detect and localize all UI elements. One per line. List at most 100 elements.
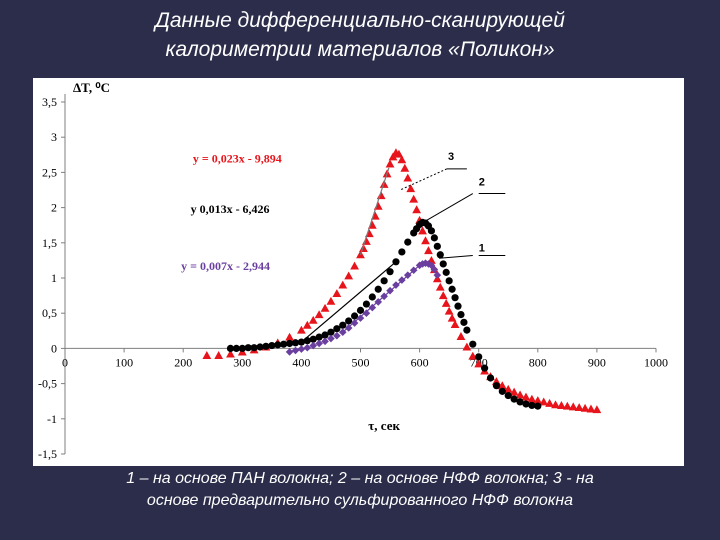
x-tick-label: 500 xyxy=(352,355,370,369)
data-point xyxy=(418,226,427,235)
data-point xyxy=(586,404,596,413)
trendline xyxy=(301,261,397,343)
y-tick-label: 0 xyxy=(51,341,57,355)
data-point xyxy=(463,326,471,334)
data-point xyxy=(497,381,507,390)
data-point xyxy=(533,396,543,405)
trendline-equation: y = 0,023x - 9,894 xyxy=(193,151,282,165)
data-point xyxy=(268,341,276,350)
data-point xyxy=(435,282,445,291)
y-tick-label: -0,5 xyxy=(38,377,57,391)
data-point xyxy=(250,344,258,352)
data-point xyxy=(528,401,536,410)
data-point xyxy=(462,342,472,351)
data-point xyxy=(492,382,501,390)
series-leader-line xyxy=(426,193,474,221)
data-point xyxy=(539,397,549,406)
data-point xyxy=(380,277,388,285)
data-point xyxy=(214,351,224,359)
y-tick-label: 2,5 xyxy=(42,165,57,179)
x-tick-label: 200 xyxy=(174,355,192,369)
data-point xyxy=(481,364,489,372)
x-tick-label: 0 xyxy=(62,355,68,369)
slide-title: Данные дифференциально-сканирующей калор… xyxy=(60,6,660,64)
y-axis-label: ΔT, ⁰C xyxy=(73,80,110,95)
data-point xyxy=(256,343,264,351)
data-point xyxy=(291,346,300,355)
data-point xyxy=(356,306,365,314)
data-point xyxy=(521,392,531,401)
data-point xyxy=(291,339,300,347)
data-point xyxy=(285,348,294,356)
data-point xyxy=(321,331,329,339)
caption-line2: основе предварительно сульфированного НФ… xyxy=(146,492,574,509)
data-point xyxy=(297,345,306,353)
data-point xyxy=(551,400,560,409)
series-number-label: 2 xyxy=(479,176,485,188)
data-point xyxy=(339,321,347,329)
data-point xyxy=(438,291,448,300)
data-point xyxy=(568,402,578,411)
data-point xyxy=(202,351,212,359)
data-point xyxy=(424,260,433,268)
data-point xyxy=(226,344,235,352)
data-point xyxy=(280,340,288,348)
data-point xyxy=(332,289,342,298)
data-point xyxy=(433,271,442,279)
data-point xyxy=(385,159,395,168)
data-point xyxy=(527,394,537,403)
x-tick-label: 600 xyxy=(411,355,429,369)
data-point xyxy=(469,340,477,348)
data-point xyxy=(580,403,590,412)
data-point xyxy=(430,234,438,242)
y-tick-label: 1,5 xyxy=(42,236,57,250)
chart-panel: -1,5 -1 -0,5 0 0,5 1 1,5 2 2,5 3 3,5 0 100 200 300 400 5… xyxy=(33,78,684,466)
data-point xyxy=(315,333,323,341)
y-tick-label: -1,5 xyxy=(38,447,57,461)
data-point xyxy=(368,293,376,301)
data-point xyxy=(436,251,444,259)
trendline xyxy=(359,167,390,255)
x-tick-label: 300 xyxy=(233,355,251,369)
data-point xyxy=(333,331,341,340)
data-point xyxy=(374,285,382,293)
data-point xyxy=(475,353,483,361)
data-point xyxy=(421,236,430,245)
y-tick-label: 3,5 xyxy=(42,95,57,109)
data-point xyxy=(430,265,439,274)
data-point xyxy=(320,303,330,312)
data-point xyxy=(244,344,252,352)
data-point xyxy=(427,227,436,235)
data-point xyxy=(350,319,359,327)
data-point xyxy=(327,328,335,336)
data-point xyxy=(468,351,478,360)
data-point xyxy=(457,311,465,319)
data-point xyxy=(297,325,306,334)
data-point xyxy=(486,374,495,382)
y-tick-label: 3 xyxy=(51,130,57,144)
data-point xyxy=(315,339,323,348)
data-point xyxy=(274,341,282,349)
data-point xyxy=(557,401,566,409)
data-point xyxy=(450,320,460,328)
data-point xyxy=(574,403,584,412)
series-leader-line xyxy=(439,254,473,259)
dsc-chart: -1,5 -1 -0,5 0 0,5 1 1,5 2 2,5 3 3,5 0 100 200 300 400 5… xyxy=(38,80,668,461)
data-point xyxy=(516,398,524,406)
data-point xyxy=(433,242,441,250)
data-point xyxy=(285,332,294,341)
data-point xyxy=(344,271,354,280)
slide-title-line2: калориметрии материалов «Поликон» xyxy=(165,38,555,61)
data-point xyxy=(441,298,451,307)
x-tick-label: 400 xyxy=(292,355,310,369)
data-point xyxy=(350,261,359,270)
data-point xyxy=(412,205,422,214)
data-point xyxy=(454,302,462,310)
data-point xyxy=(338,280,348,289)
y-tick-label: 0,5 xyxy=(42,306,57,320)
data-point xyxy=(515,390,525,399)
data-point xyxy=(359,244,368,252)
data-point xyxy=(534,402,542,410)
data-point xyxy=(345,317,353,325)
data-point xyxy=(474,359,484,368)
